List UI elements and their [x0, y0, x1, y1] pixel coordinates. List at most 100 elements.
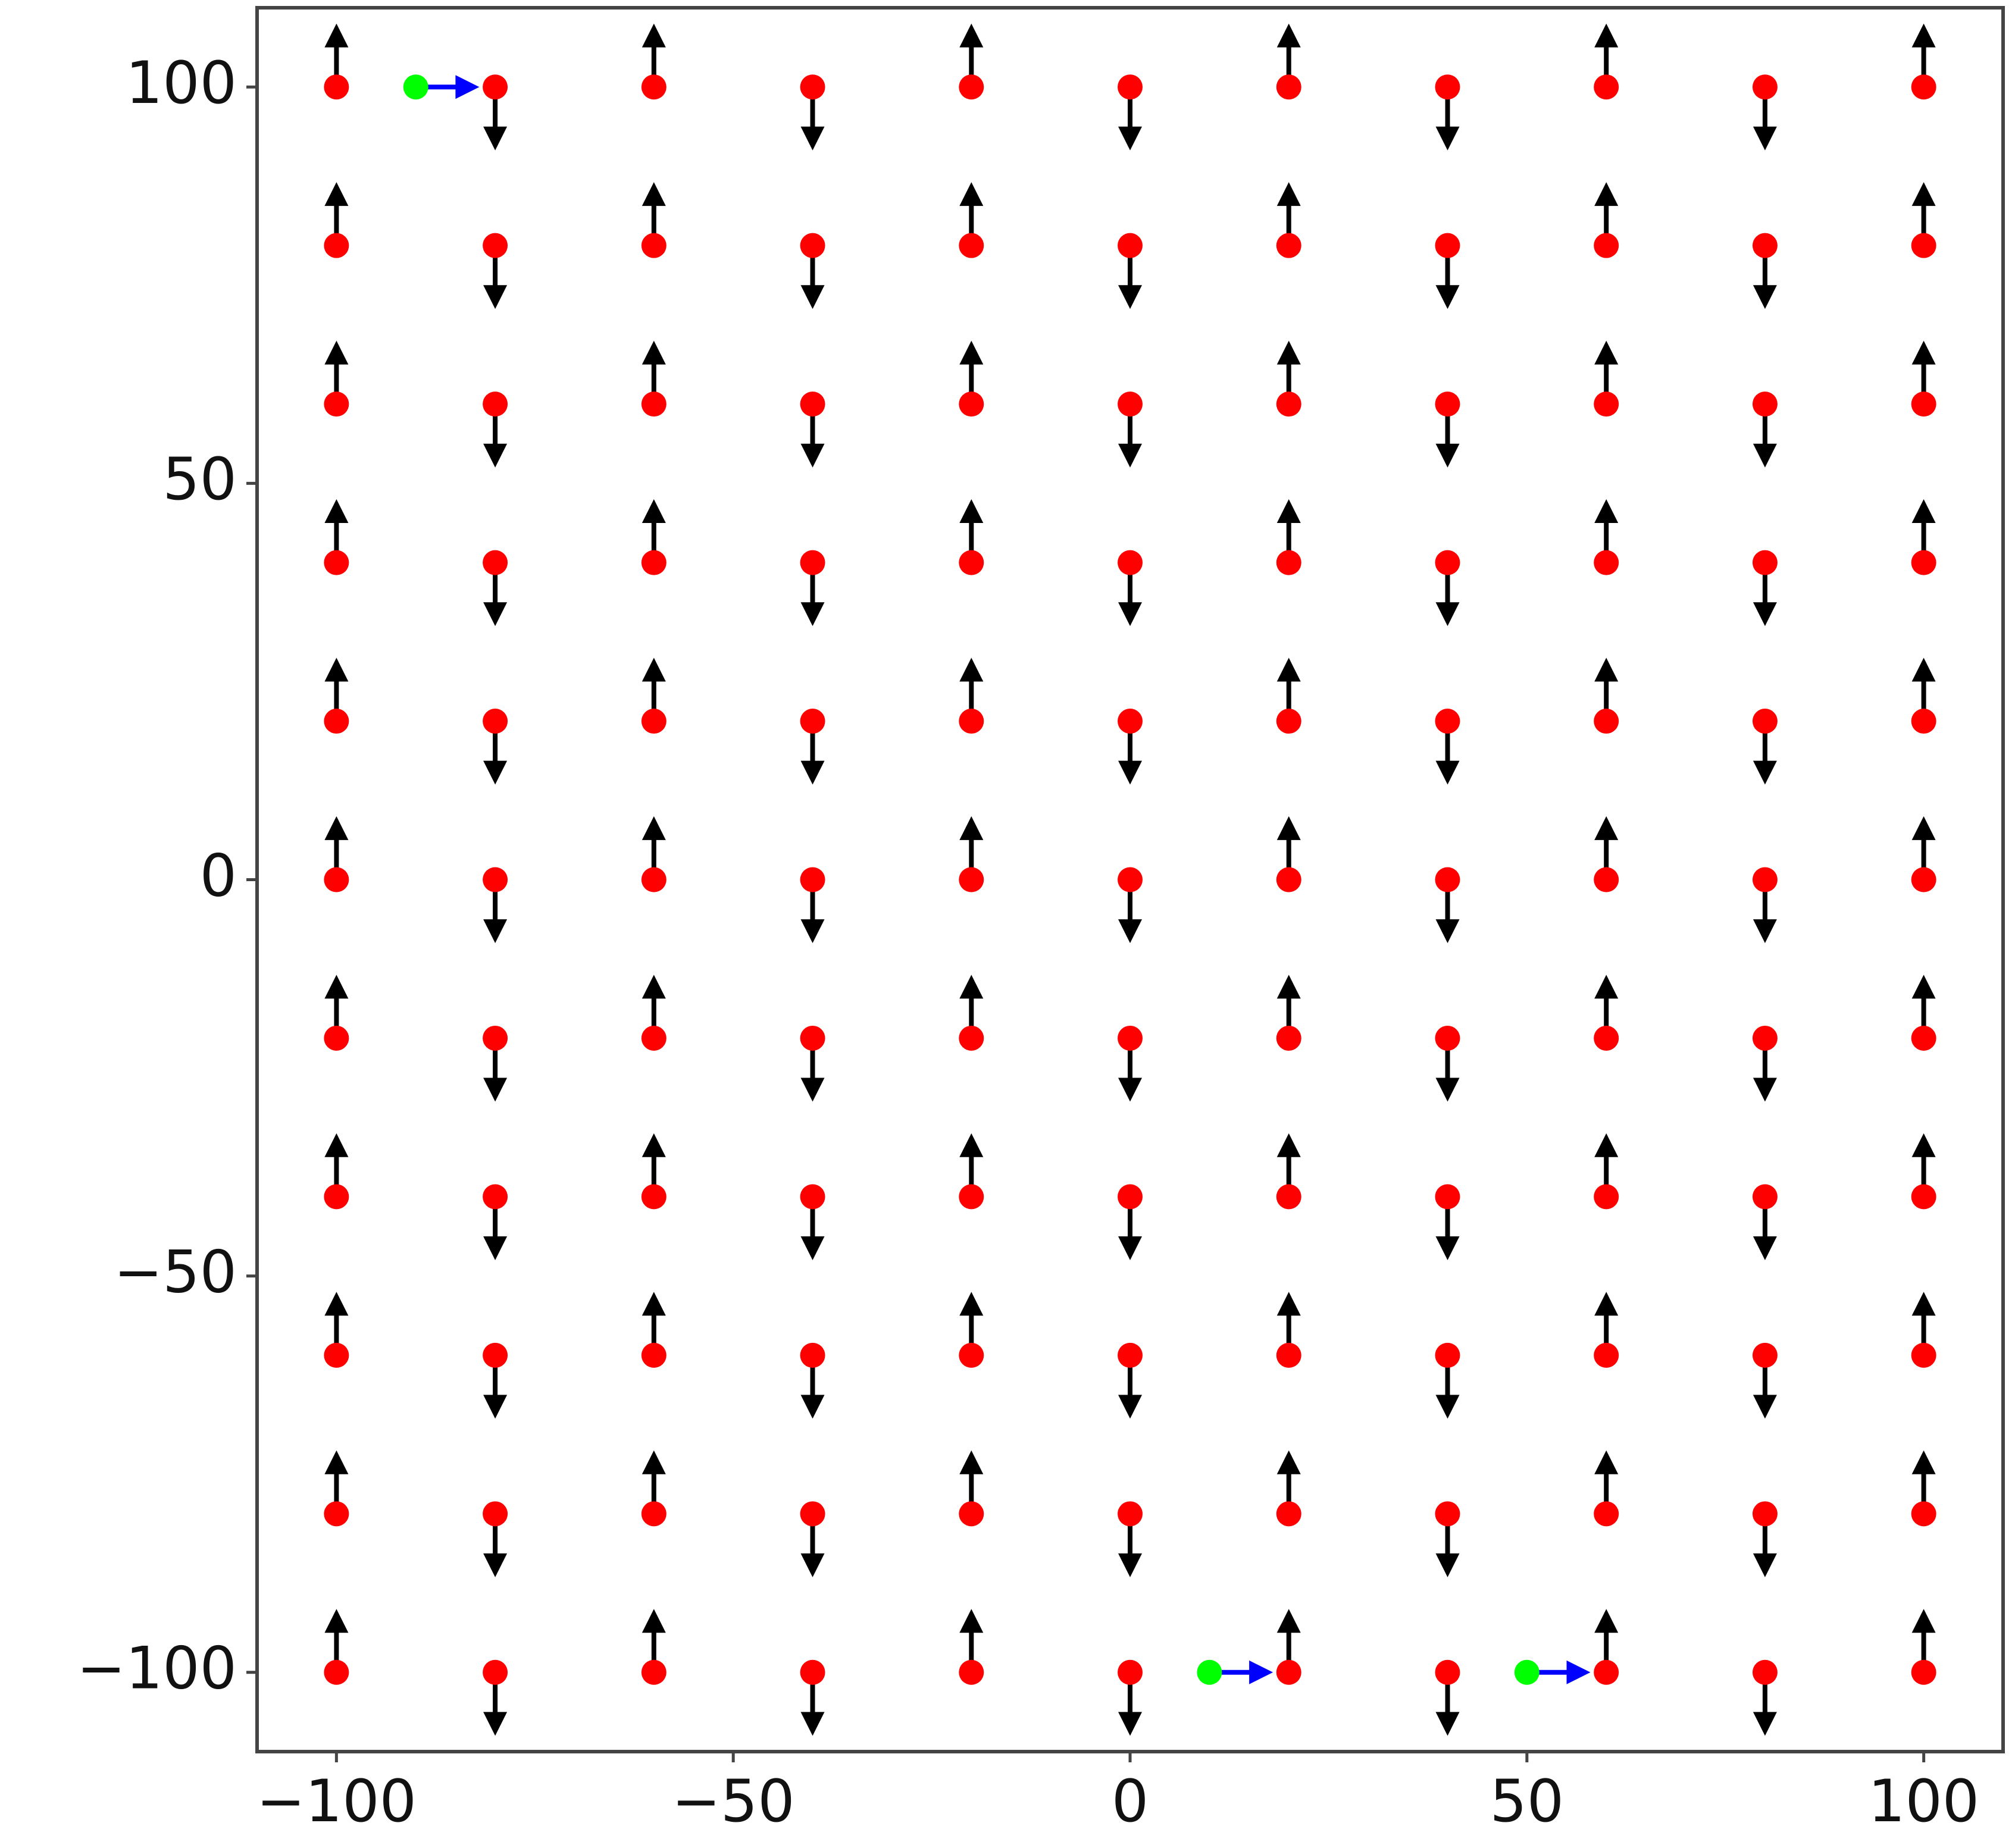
arrow — [1911, 340, 1936, 405]
point — [1276, 550, 1301, 575]
point — [1752, 1184, 1778, 1210]
arrow — [1118, 879, 1142, 944]
arrow — [642, 340, 666, 405]
arrow — [1276, 975, 1301, 1038]
point — [483, 867, 508, 892]
point — [1118, 867, 1143, 892]
arrow — [642, 182, 666, 246]
arrow — [800, 404, 825, 468]
point — [1911, 1025, 1936, 1051]
point — [641, 867, 667, 892]
arrow — [1276, 23, 1301, 87]
arrow — [1435, 404, 1460, 468]
point — [1276, 233, 1301, 258]
point — [1752, 1025, 1778, 1051]
point — [800, 1184, 825, 1210]
point — [483, 1659, 508, 1685]
point — [1594, 1342, 1619, 1368]
point — [1435, 74, 1460, 100]
arrow — [959, 657, 984, 721]
point — [1594, 74, 1619, 100]
point — [1118, 1342, 1143, 1368]
point — [1752, 1342, 1778, 1368]
arrow — [415, 75, 480, 99]
point — [1752, 233, 1778, 258]
point — [1911, 867, 1936, 892]
point — [1911, 1659, 1936, 1685]
arrow — [1911, 23, 1936, 87]
point — [641, 1342, 667, 1368]
arrow — [642, 975, 666, 1038]
point — [800, 867, 825, 892]
arrow — [1911, 1450, 1936, 1514]
y-tick-label: −50 — [114, 1238, 237, 1306]
arrow — [1753, 1514, 1777, 1577]
point — [1911, 709, 1936, 734]
point — [1276, 1184, 1301, 1210]
y-tick-label: 50 — [162, 446, 237, 513]
arrow — [642, 1450, 666, 1514]
point — [1594, 233, 1619, 258]
arrow — [1594, 1292, 1619, 1355]
point — [1276, 1659, 1301, 1685]
point — [483, 74, 508, 100]
point — [959, 867, 984, 892]
point — [1594, 391, 1619, 417]
point — [324, 867, 349, 892]
arrow — [1435, 562, 1460, 627]
arrow — [959, 816, 984, 880]
point — [1276, 1025, 1301, 1051]
point — [1435, 391, 1460, 417]
point — [1594, 1184, 1619, 1210]
point — [1276, 867, 1301, 892]
point — [641, 1659, 667, 1685]
point — [959, 1501, 984, 1527]
x-tick-label: −50 — [672, 1768, 795, 1836]
point — [1594, 1659, 1619, 1685]
point — [483, 1184, 508, 1210]
point — [1752, 1659, 1778, 1685]
arrow — [1276, 816, 1301, 880]
arrow — [1435, 1514, 1460, 1577]
point — [324, 709, 349, 734]
arrow — [1911, 1292, 1936, 1355]
arrow — [483, 562, 508, 627]
point — [641, 550, 667, 575]
arrow — [959, 975, 984, 1038]
arrow — [1435, 879, 1460, 944]
point — [959, 1659, 984, 1685]
arrow — [1435, 1672, 1460, 1736]
arrow — [1753, 879, 1777, 944]
point — [959, 1184, 984, 1210]
arrow — [324, 23, 349, 87]
arrow — [1594, 1609, 1619, 1672]
point — [324, 1184, 349, 1210]
arrow — [642, 816, 666, 880]
arrow — [324, 816, 349, 880]
point — [324, 1025, 349, 1051]
arrow — [1594, 816, 1619, 880]
point — [483, 709, 508, 734]
arrow — [1594, 1133, 1619, 1197]
point — [800, 391, 825, 417]
point — [1752, 867, 1778, 892]
arrow — [1911, 499, 1936, 563]
point — [1435, 867, 1460, 892]
y-tick-label: 0 — [200, 842, 237, 910]
arrow — [324, 657, 349, 721]
arrow — [324, 182, 349, 246]
arrow — [642, 657, 666, 721]
point — [1118, 1659, 1143, 1685]
arrow — [483, 1514, 508, 1577]
arrow — [800, 562, 825, 627]
arrow — [1753, 1672, 1777, 1736]
arrow — [1911, 1609, 1936, 1672]
arrow — [1753, 562, 1777, 627]
arrow — [959, 499, 984, 563]
point — [1435, 233, 1460, 258]
arrow — [959, 1133, 984, 1197]
point — [483, 391, 508, 417]
point — [324, 391, 349, 417]
point — [800, 709, 825, 734]
